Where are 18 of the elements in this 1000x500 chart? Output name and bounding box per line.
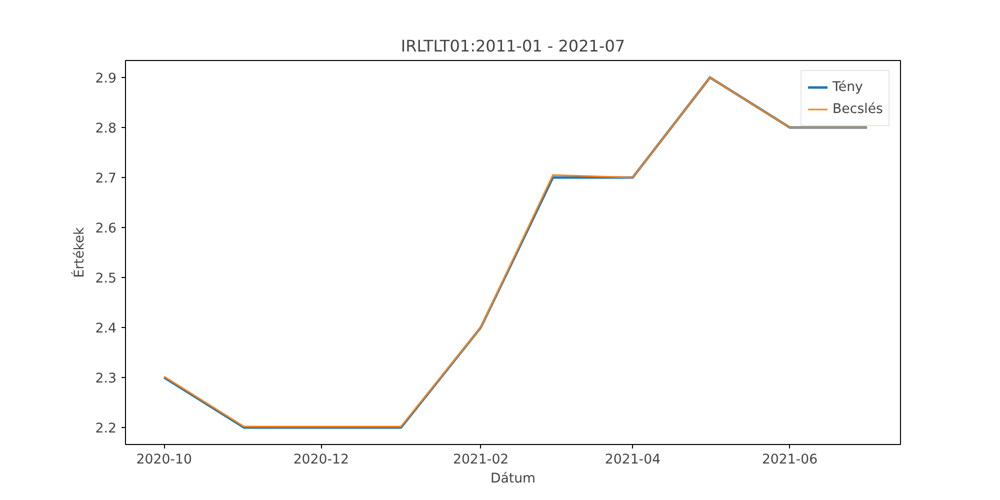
x-tick-label: 2020-12 [293, 452, 350, 468]
legend-label: Tény [832, 80, 863, 94]
x-tick-label: 2021-02 [452, 452, 509, 468]
y-tick-label: 2.3 [95, 372, 117, 386]
y-tick-label: 2.7 [95, 172, 117, 186]
y-tick-label: 2.5 [95, 272, 117, 286]
y-tick-label: 2.8 [95, 122, 117, 136]
x-tick-label: 2021-04 [604, 452, 661, 468]
legend-label: Becslés [832, 102, 883, 116]
y-axis-title: Értékek [70, 226, 88, 278]
x-tick-label: 2020-10 [136, 452, 192, 468]
y-tick-label: 2.4 [95, 322, 117, 336]
chart-title: IRLTLT01:2011-01 - 2021-07 [400, 36, 626, 56]
y-tick-label: 2.2 [95, 422, 117, 436]
x-axis-title: Dátum [490, 472, 536, 486]
y-tick-label: 2.6 [95, 222, 117, 236]
x-tick-label: 2021-06 [762, 452, 818, 468]
y-tick-label: 2.9 [95, 72, 117, 86]
